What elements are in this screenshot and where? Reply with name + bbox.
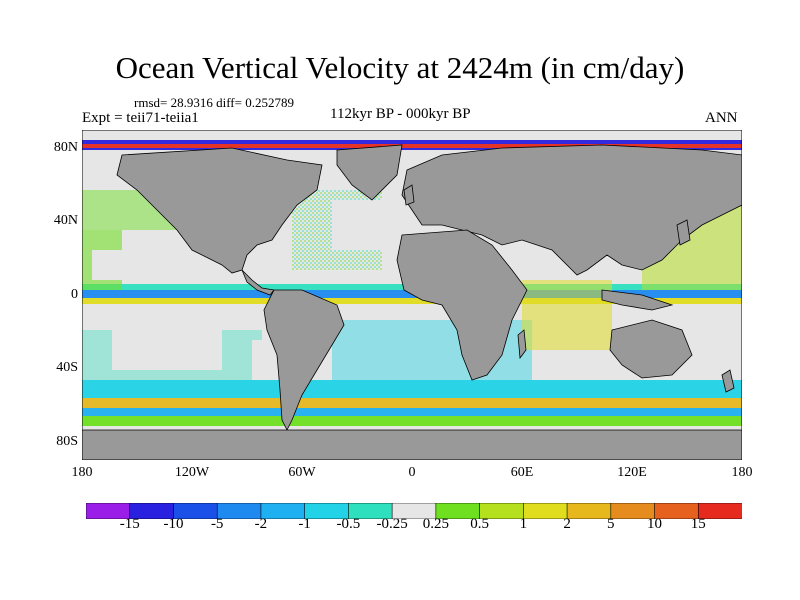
lon-label-180w: 180 (71, 465, 93, 480)
colorbar-tick-label: 5 (607, 516, 615, 532)
uk (403, 184, 415, 206)
colorbar-tick-label: -1 (298, 516, 311, 532)
lon-label-120e: 120E (617, 465, 647, 480)
lon-label-0: 0 (408, 465, 416, 480)
colorbar-tick-label: 15 (690, 516, 706, 532)
map-title: Ocean Vertical Velocity at 2424m (in cm/… (115, 50, 685, 85)
colorbar-tick-label: 0.5 (470, 516, 489, 532)
land (82, 144, 742, 460)
colorbar-tick-label: -2 (254, 516, 268, 532)
season-label: ANN (705, 110, 738, 126)
colorbar-labels: -15 -10 -5 -2 -1 -0.5 -0.25 0.25 0.5 1 2 5 10 15 (0, 516, 800, 540)
experiment-label: Expt = teii71-teiia1 (82, 110, 199, 126)
stats-text: rmsd= 28.9316 diff= 0.252789 (134, 95, 294, 110)
lat-label-80n: 80N (53, 140, 78, 155)
new-zealand (721, 369, 735, 393)
lon-label-180e: 180 (731, 465, 753, 480)
madagascar (517, 329, 527, 360)
japan (676, 219, 691, 246)
colorbar-tick-label: -0.5 (336, 516, 361, 532)
antarctica (82, 429, 742, 460)
colorbar-tick-label: 0.25 (422, 516, 449, 532)
north-america (116, 147, 323, 274)
colorbar-tick-label: 2 (563, 516, 571, 532)
lat-label-80s: 80S (56, 434, 78, 449)
south-america (263, 289, 345, 431)
lat-label-0: 0 (71, 287, 78, 302)
velocity-field (82, 140, 742, 426)
lat-label-40n: 40N (53, 213, 78, 228)
lat-label-40s: 40S (56, 360, 78, 375)
colorbar-tick-label: -10 (163, 516, 184, 532)
colorbar-tick-label: -0.25 (376, 516, 408, 532)
world-map (82, 130, 742, 460)
colorbar-swatches (85, 502, 743, 520)
africa (396, 229, 528, 381)
map-panel (82, 130, 742, 460)
colorbar-tick-label: -5 (210, 516, 224, 532)
greenland (336, 144, 403, 201)
australia (609, 319, 693, 379)
period-label: 112kyr BP - 000kyr BP (330, 106, 471, 122)
colorbar-tick-label: 10 (647, 516, 663, 532)
indonesia (601, 289, 674, 311)
colorbar-tick-label: -15 (119, 516, 140, 532)
colorbar (85, 502, 743, 524)
central-america (241, 269, 275, 296)
colorbar-tick-label: 1 (519, 516, 528, 532)
lon-label-120w: 120W (174, 465, 210, 480)
lon-label-60w: 60W (288, 465, 316, 480)
eurasia (401, 144, 742, 276)
lon-label-60e: 60E (510, 465, 534, 480)
